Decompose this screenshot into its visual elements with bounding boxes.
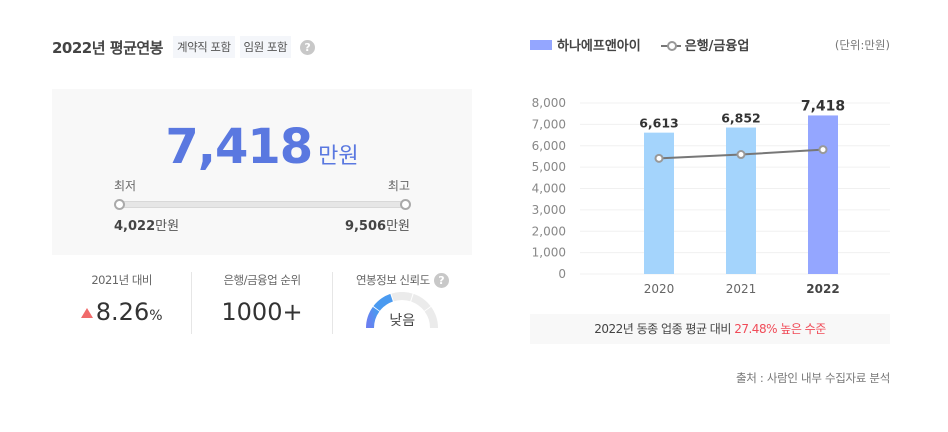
line-point[interactable] [736, 150, 746, 160]
unit-note: (단위:만원) [834, 37, 890, 52]
average-salary-unit: 만원 [318, 144, 359, 169]
stat-rank-value: 1000+ [221, 298, 303, 326]
reliability-gauge: 낮음 [366, 292, 439, 329]
min-value: 4,022만원 [114, 219, 180, 234]
bar[interactable] [644, 132, 674, 274]
stat-yoy: 2021년 대비 8.26% [52, 272, 191, 334]
stat-rank-label: 은행/금융업 순위 [223, 273, 301, 287]
x-tick-label: 2022 [806, 282, 839, 296]
stats-row: 2021년 대비 8.26% 은행/금융업 순위 1000+ 연봉정보 신뢰도? [52, 272, 472, 334]
bar-value-label: 7,418 [801, 98, 845, 114]
salary-chart: 0 1,000 2,000 3,000 4,000 5,000 6,000 7,000 8,00… [532, 96, 890, 296]
y-tick-label: 6,000 [532, 139, 566, 153]
bar[interactable] [726, 127, 756, 274]
min-label: 최저 [114, 179, 137, 193]
chart-legend: 하나에프앤아이 은행/금융업 (단위:만원) [530, 35, 890, 54]
max-value: 9,506만원 [344, 219, 410, 234]
max-knob [400, 199, 411, 210]
y-tick-label: 1,000 [532, 246, 566, 260]
min-knob [114, 199, 125, 210]
legend-company: 하나에프앤아이 [557, 39, 641, 54]
bar[interactable] [808, 115, 838, 274]
stat-reliability-label: 연봉정보 신뢰도? [333, 272, 472, 288]
average-salary-value: 7,418 [165, 119, 313, 175]
y-tick-label: 2,000 [532, 224, 566, 238]
legend-line-icon [660, 40, 681, 51]
bar-value-label: 6,613 [639, 116, 679, 131]
stat-yoy-label: 2021년 대비 [91, 273, 152, 287]
y-tick-label: 3,000 [532, 203, 566, 217]
stat-yoy-value: 8.26% [52, 298, 191, 326]
y-tick-label: 4,000 [532, 182, 566, 196]
stat-rank: 은행/금융업 순위 1000+ [191, 272, 331, 334]
source-note: 출처 : 사람인 내부 수집자료 분석 [736, 371, 890, 385]
question-circle-icon[interactable]: ? [300, 39, 316, 55]
comparison-highlight: 27.48% 높은 수준 [734, 322, 826, 336]
triangle-up-icon [80, 308, 93, 318]
x-tick-label: 2021 [726, 282, 757, 296]
y-tick-label: 7,000 [532, 117, 566, 131]
y-tick-label: 5,000 [532, 160, 566, 174]
page-title: 2022년 평균연봉 [52, 38, 163, 57]
title-row: 2022년 평균연봉 계약직 포함 임원 포함 ? [52, 36, 316, 58]
y-tick-label: 0 [558, 267, 566, 281]
average-salary: 7,418 만원 [52, 119, 472, 175]
legend-bar-swatch [530, 39, 552, 50]
x-tick-label: 2020 [644, 282, 675, 296]
legend-industry: 은행/금융업 [684, 39, 750, 54]
average-salary-box: 7,418 만원 최저 최고 4,022만원 9,506만원 [52, 89, 472, 255]
salary-range-track [118, 201, 404, 208]
tag-contract: 계약직 포함 [172, 36, 235, 58]
stat-reliability: 연봉정보 신뢰도? [331, 272, 472, 334]
tag-executive: 임원 포함 [239, 36, 292, 58]
line-point[interactable] [818, 145, 828, 155]
reliability-value: 낮음 [389, 313, 416, 329]
bar-value-label: 6,852 [721, 111, 761, 126]
y-tick-label: 8,000 [532, 96, 566, 110]
max-label: 최고 [387, 179, 410, 193]
line-point[interactable] [654, 153, 664, 163]
question-circle-icon[interactable]: ? [433, 273, 449, 288]
comparison-summary: 2022년 동종 업종 평균 대비 27.48% 높은 수준 [530, 314, 890, 344]
gauge-icon [366, 292, 439, 328]
